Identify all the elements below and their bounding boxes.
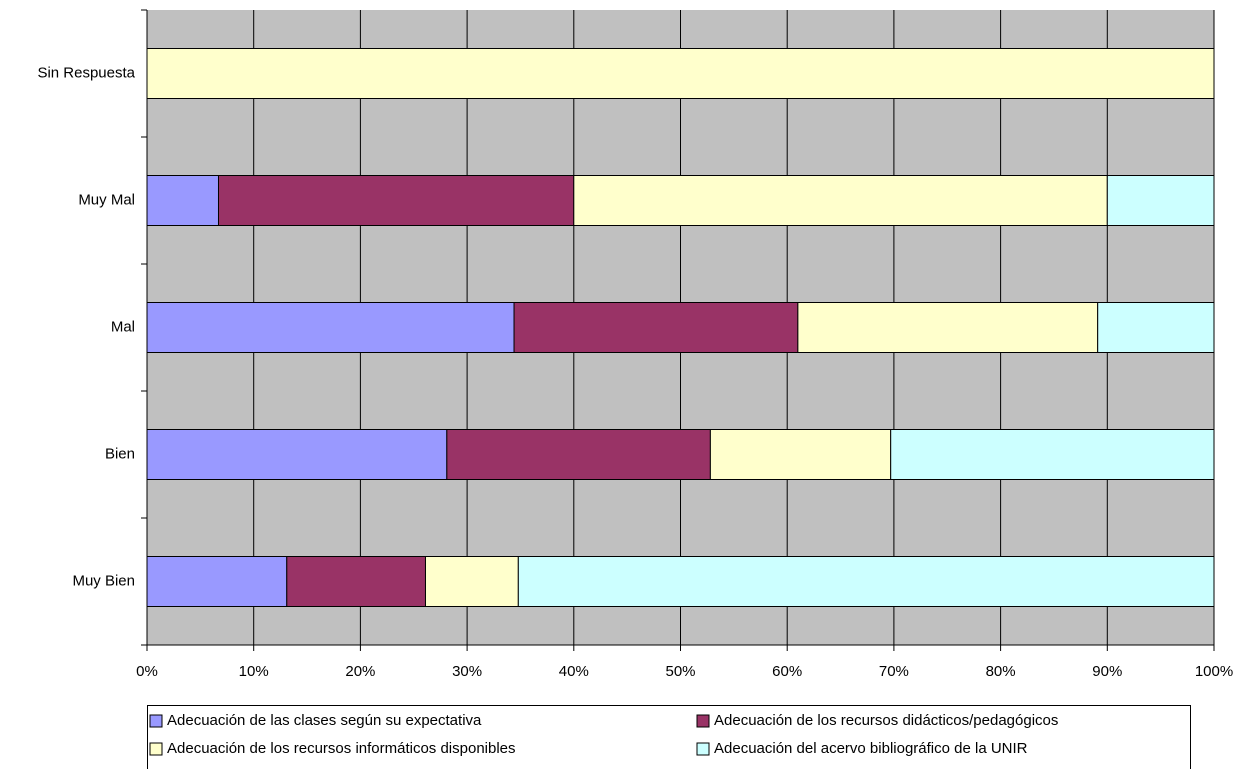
x-tick-label: 90% <box>1092 663 1122 680</box>
bar-segment <box>286 556 426 607</box>
bar-segment <box>424 556 519 607</box>
x-tick-label: 50% <box>665 663 695 680</box>
legend-label: Adecuación de las clases según su expect… <box>167 712 482 729</box>
x-tick-label: 100% <box>1195 663 1233 680</box>
y-tick-label: Muy Bien <box>72 572 135 589</box>
bar-segment <box>217 175 575 226</box>
x-tick-label: 30% <box>452 663 482 680</box>
x-tick-label: 0% <box>136 663 158 680</box>
legend-swatch <box>149 742 163 756</box>
x-tick-label: 80% <box>986 663 1016 680</box>
bar-segment <box>517 556 1215 607</box>
bar-segment <box>573 175 1108 226</box>
bar-segment <box>513 302 799 353</box>
legend-box <box>147 705 1191 769</box>
bar-segment <box>146 175 219 226</box>
x-tick-label: 40% <box>559 663 589 680</box>
bar-segment <box>146 556 288 607</box>
y-tick-label: Sin Respuesta <box>37 64 135 81</box>
y-tick-label: Mal <box>111 318 135 335</box>
legend-swatch <box>696 742 710 756</box>
bar-segment <box>1106 175 1215 226</box>
y-tick-label: Bien <box>105 445 135 462</box>
bar-segment <box>146 429 448 480</box>
legend-label: Adecuación de los recursos informáticos … <box>167 740 516 757</box>
bar-segment <box>1097 302 1215 353</box>
bar-segment <box>797 302 1099 353</box>
legend-label: Adecuación del acervo bibliográfico de l… <box>714 740 1028 757</box>
bar-segment <box>446 429 711 480</box>
x-tick-label: 10% <box>239 663 269 680</box>
bar-segment <box>146 302 515 353</box>
bar-segment <box>709 429 892 480</box>
legend-swatch <box>149 714 163 728</box>
x-tick-label: 70% <box>879 663 909 680</box>
bar-segment <box>890 429 1215 480</box>
x-tick-label: 60% <box>772 663 802 680</box>
legend-swatch <box>696 714 710 728</box>
x-tick-label: 20% <box>345 663 375 680</box>
y-tick-label: Muy Mal <box>78 191 135 208</box>
bar-segment <box>146 48 1215 99</box>
legend-label: Adecuación de los recursos didácticos/pe… <box>714 712 1058 729</box>
